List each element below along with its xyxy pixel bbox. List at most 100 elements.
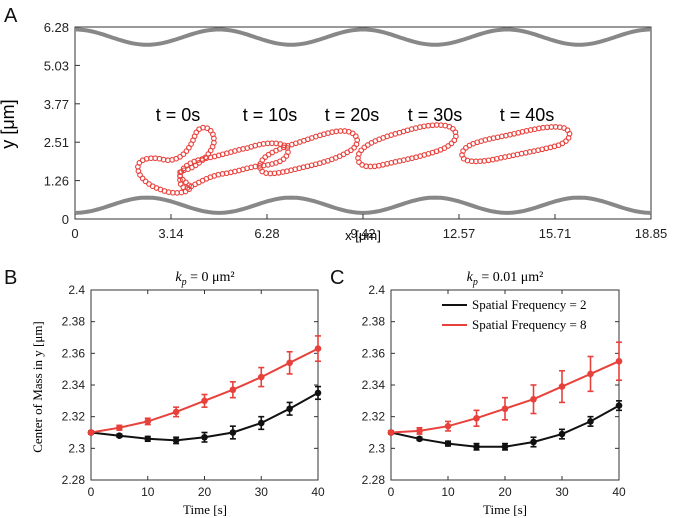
- panel-c-point-sf8: [615, 357, 623, 365]
- panel-c-xtick-label: 40: [612, 485, 626, 499]
- panel-c-point-sf8: [387, 429, 395, 436]
- panel-a-xtick-label: 3.14: [158, 226, 183, 241]
- panel-b-line-sf8: [90, 347, 319, 434]
- panel-c-title-rest: = 0.01 μm²: [478, 270, 544, 285]
- vesicle-point: [356, 159, 362, 165]
- panel-a-xtick-label: 15.71: [539, 226, 572, 241]
- panel-c-xlabel: Time [s]: [483, 502, 527, 517]
- annotation-t30: t = 30s: [408, 105, 463, 125]
- vesicle-point: [183, 179, 189, 186]
- vesicle-point: [193, 129, 200, 136]
- vesicle-point: [283, 153, 290, 159]
- panel-c-point-sf8: [530, 395, 537, 403]
- panel-c-point-sf2: [587, 418, 594, 425]
- panel-c-ytick-label: 2.4: [368, 283, 385, 297]
- vesicle-point: [139, 175, 146, 182]
- panel-b-point-sf8: [229, 386, 237, 394]
- panel-c-point-sf2: [473, 443, 480, 451]
- panel-c-point-sf8: [558, 383, 566, 390]
- panel-b-title-sub: p: [181, 277, 187, 288]
- panel-label-b: B: [4, 267, 17, 289]
- panel-b-point-sf2: [229, 429, 237, 436]
- panel-b-ytick-label: 2.36: [62, 346, 86, 360]
- panel-c-point-sf2: [501, 443, 509, 451]
- panel-c-point-sf8: [416, 427, 423, 435]
- panel-c-ytick-label: 2.32: [362, 410, 386, 424]
- panel-b-xtick-label: 40: [311, 485, 325, 499]
- vesicle-shapes: [135, 122, 573, 196]
- panel-c-xtick-label: 10: [441, 485, 455, 499]
- panel-c-point-sf8: [444, 422, 452, 430]
- vesicle-point: [180, 151, 187, 158]
- panel-a-ytick-label: 3.77: [44, 97, 69, 112]
- panel-b-ytick-label: 2.32: [62, 410, 86, 424]
- legend-label-sf2: Spatial Frequency = 2: [472, 297, 587, 312]
- vesicle-point: [180, 165, 187, 172]
- panel-label-a: A: [4, 5, 18, 27]
- panel-a-xtick-label: 6.28: [254, 226, 279, 241]
- panel-a-ylabel: y [μm]: [0, 99, 18, 148]
- panel-c-ytick-label: 2.36: [362, 346, 386, 360]
- panel-b: kp = 0 μm² 0 10 20 30 40 2.28 2.3 2.32 2.34 2.36 2…: [30, 270, 325, 517]
- panel-b-point-sf2: [286, 405, 293, 413]
- panel-a-xtick-label: 12.57: [443, 226, 476, 241]
- bottom-wall: [74, 195, 652, 215]
- panel-a-ytick-label: 6.28: [44, 20, 69, 35]
- panel-b-xlabel: Time [s]: [183, 502, 227, 517]
- vesicle-point: [460, 155, 467, 162]
- panel-b-title: kp = 0 μm²: [175, 270, 234, 288]
- panel-c: kp = 0.01 μm² 0 10 20 30 40 2.28 2.3 2.32 2.34 2.…: [362, 270, 626, 517]
- vesicle-point: [179, 176, 186, 183]
- panel-label-c: C: [330, 267, 344, 289]
- legend-label-sf8: Spatial Frequency = 8: [472, 317, 587, 332]
- vesicle-point: [359, 162, 365, 168]
- panel-b-frame: [90, 289, 319, 481]
- panel-a-xtick-label: 0: [71, 226, 78, 241]
- panel-c-point-sf2: [444, 440, 452, 447]
- panel-b-ytick-label: 2.3: [68, 441, 85, 455]
- panel-b-point-sf2: [257, 419, 265, 427]
- panel-c-ytick-label: 2.28: [362, 473, 386, 487]
- vesicle-point: [451, 137, 458, 144]
- panel-c-point-sf8: [473, 414, 480, 422]
- panel-b-xtick-label: 20: [198, 485, 212, 499]
- panel-b-point-sf2: [172, 437, 180, 444]
- panel-b-point-sf8: [257, 373, 265, 381]
- vesicle-point: [358, 147, 365, 154]
- panel-b-point-sf2: [144, 435, 152, 443]
- vesicle-point: [259, 168, 266, 175]
- panel-b-point-sf8: [116, 424, 123, 432]
- top-wall: [74, 27, 652, 47]
- annotation-t40: t = 40s: [500, 105, 555, 125]
- panel-b-point-sf8: [144, 418, 152, 425]
- panel-c-title-sub: p: [472, 277, 478, 288]
- panel-b-title-main: k: [175, 270, 182, 285]
- panel-a: 0 3.14 6.28 9.42 12.57 15.71 18.85 0 1.26 2.51 3.…: [0, 20, 667, 243]
- panel-b-ytick-label: 2.38: [62, 315, 86, 329]
- vesicle-point: [142, 178, 149, 185]
- panel-a-xtick-label: 18.85: [635, 226, 668, 241]
- panel-b-ylabel: Center of Mass in y [μm]: [30, 321, 45, 453]
- panel-b-point-sf8: [314, 345, 322, 352]
- legend: Spatial Frequency = 2 Spatial Frequency …: [442, 297, 587, 332]
- panel-b-point-sf2: [116, 432, 123, 439]
- panel-c-xtick-label: 20: [498, 485, 512, 499]
- panel-b-point-sf2: [314, 389, 322, 397]
- panel-b-title-rest: = 0 μm²: [187, 270, 235, 285]
- panel-c-title-main: k: [467, 270, 474, 285]
- vesicle-point: [136, 160, 143, 166]
- panel-a-ytick-label: 1.26: [44, 174, 69, 189]
- vesicle-point: [460, 148, 466, 154]
- panel-b-ytick-label: 2.28: [62, 473, 86, 487]
- panel-c-ytick-label: 2.38: [362, 315, 386, 329]
- panel-c-point-sf8: [501, 405, 509, 413]
- panel-b-point-sf8: [172, 408, 180, 416]
- panel-b-xtick-label: 30: [255, 485, 269, 499]
- panel-c-ytick-label: 2.3: [368, 441, 385, 455]
- panel-b-ytick-label: 2.34: [62, 378, 86, 392]
- panel-c-ytick-label: 2.34: [362, 378, 386, 392]
- panel-c-title: kp = 0.01 μm²: [467, 270, 544, 288]
- panel-a-ytick-label: 2.51: [44, 135, 69, 150]
- annotation-t20: t = 20s: [325, 105, 380, 125]
